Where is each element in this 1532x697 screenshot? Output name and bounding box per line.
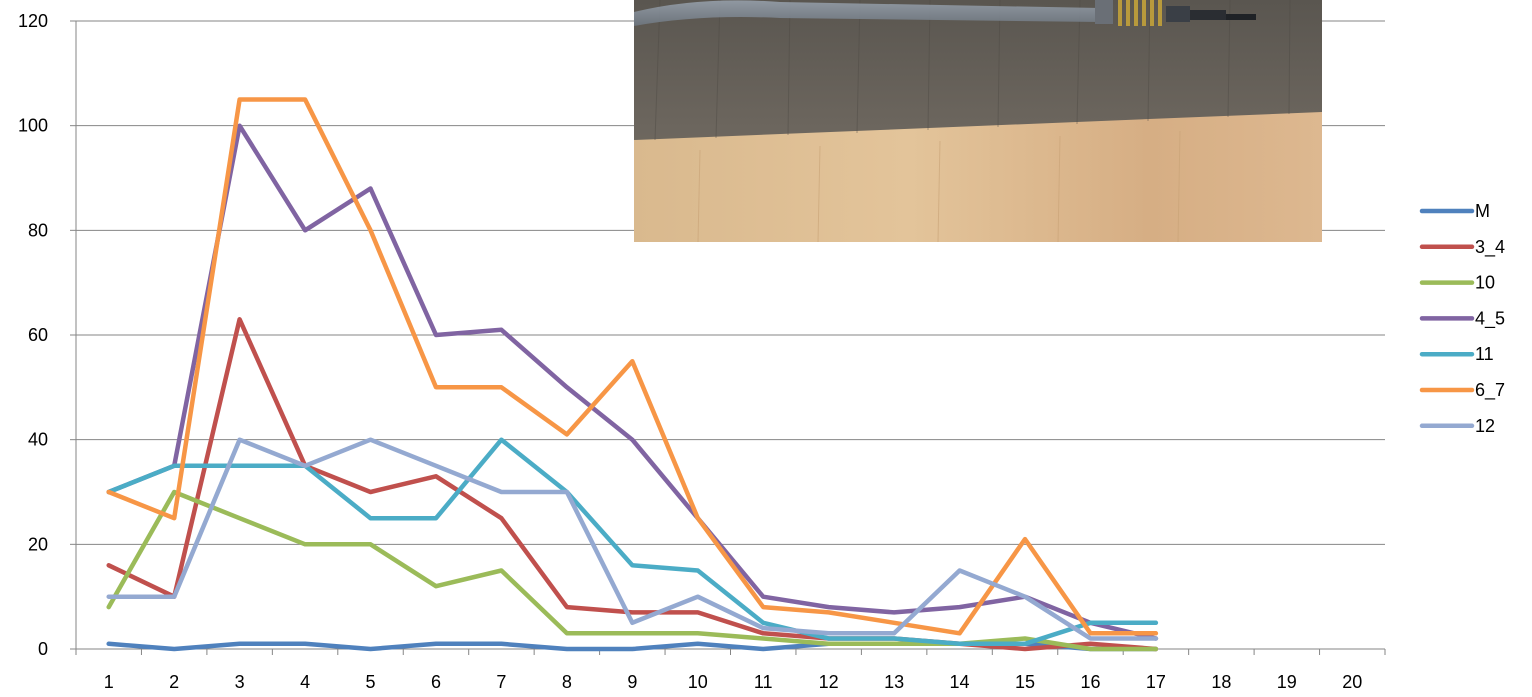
x-tick-label: 4 — [300, 672, 310, 692]
x-tick-label: 6 — [431, 672, 441, 692]
y-axis-ticks: 0 20 40 60 80 100 120 — [18, 11, 48, 659]
series-line-11 — [106, 437, 1159, 647]
legend: M 3_4 10 4_5 11 6_7 12 — [1419, 201, 1505, 436]
x-tick-label: 15 — [1015, 672, 1035, 692]
x-tick-label: 16 — [1080, 672, 1100, 692]
legend-label: 12 — [1475, 416, 1495, 436]
y-tick-label: 120 — [18, 11, 48, 31]
x-tick-label: 18 — [1211, 672, 1231, 692]
series-lines — [106, 97, 1159, 652]
legend-label: 10 — [1475, 273, 1495, 293]
y-tick-label: 0 — [38, 639, 48, 659]
x-tick-label: 7 — [496, 672, 506, 692]
series-line-10 — [106, 489, 1159, 652]
x-tick-label: 12 — [819, 672, 839, 692]
y-tick-label: 80 — [28, 220, 48, 240]
x-tick-label: 17 — [1146, 672, 1166, 692]
x-tick-label: 20 — [1342, 672, 1362, 692]
x-tick-label: 8 — [562, 672, 572, 692]
y-tick-label: 60 — [28, 325, 48, 345]
x-tick-label: 10 — [688, 672, 708, 692]
y-tick-label: 100 — [18, 116, 48, 136]
x-tick-label: 3 — [235, 672, 245, 692]
photo-inset — [634, 0, 1322, 243]
x-tick-label: 5 — [366, 672, 376, 692]
x-tick-label: 2 — [169, 672, 179, 692]
series-line-12 — [106, 437, 1159, 641]
series-line-6_7 — [106, 97, 1159, 636]
x-tick-label: 9 — [627, 672, 637, 692]
legend-label: M — [1475, 201, 1490, 221]
legend-label: 4_5 — [1475, 308, 1505, 329]
x-axis-ticks: 1 2 3 4 5 6 7 8 9 10 11 12 13 14 15 16 17 18 19 20 — [104, 672, 1363, 692]
x-tick-label: 13 — [884, 672, 904, 692]
axes — [70, 20, 1386, 655]
x-tick-label: 14 — [950, 672, 970, 692]
x-tick-label: 1 — [104, 672, 114, 692]
x-tick-label: 19 — [1277, 672, 1297, 692]
legend-label: 3_4 — [1475, 237, 1505, 258]
legend-label: 6_7 — [1475, 380, 1505, 401]
legend-label: 11 — [1475, 344, 1494, 364]
y-tick-label: 40 — [28, 430, 48, 450]
x-tick-label: 11 — [754, 672, 773, 692]
y-tick-label: 20 — [28, 534, 48, 554]
